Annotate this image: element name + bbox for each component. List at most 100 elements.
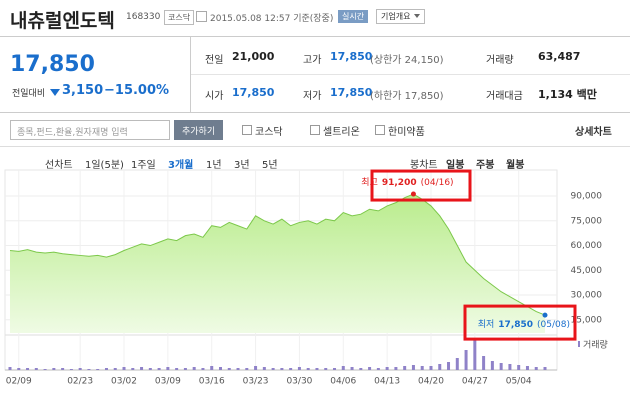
volume-bar bbox=[236, 368, 240, 370]
volume-bar bbox=[403, 366, 407, 370]
volume-bar bbox=[429, 366, 433, 370]
checkbox[interactable] bbox=[242, 125, 252, 135]
volume-bar bbox=[157, 368, 161, 370]
y-tick-label: 60,000 bbox=[571, 241, 603, 251]
period-tab[interactable]: 1일(5분) bbox=[85, 160, 124, 171]
volume-bar bbox=[385, 367, 389, 370]
x-tick-label: 04/06 bbox=[330, 377, 356, 387]
candle-tab[interactable]: 주봉 bbox=[476, 160, 495, 171]
period-tab[interactable]: 5년 bbox=[262, 160, 278, 171]
volume-bar bbox=[148, 368, 152, 370]
volume-bar bbox=[61, 368, 65, 370]
candle-tab[interactable]: 일봉 bbox=[446, 160, 465, 171]
down-arrow bbox=[50, 89, 60, 96]
summary-label: 거래대금 bbox=[486, 91, 523, 102]
period-tab[interactable]: 1년 bbox=[206, 160, 222, 171]
x-tick-label: 04/13 bbox=[374, 377, 400, 387]
x-tick-label: 02/09 bbox=[6, 377, 32, 387]
volume-bar bbox=[534, 367, 538, 370]
volume-bar bbox=[245, 368, 249, 370]
y-tick-label: 30,000 bbox=[571, 291, 603, 301]
volume-bar bbox=[464, 350, 468, 370]
highlight-box bbox=[370, 169, 472, 202]
volume-bar bbox=[359, 368, 363, 370]
realtime-badge[interactable]: 실시간 bbox=[338, 10, 369, 23]
datetime: 2015.05.08 12:57 기준(장중) bbox=[210, 14, 334, 24]
y-tick-label: 90,000 bbox=[571, 192, 603, 202]
summary-value: 17,850 bbox=[330, 50, 373, 63]
volume-bar bbox=[227, 368, 231, 370]
volume-bar bbox=[34, 368, 38, 370]
volume-bar bbox=[122, 367, 126, 370]
volume-bar bbox=[78, 368, 82, 370]
add-button[interactable]: 추가하기 bbox=[174, 120, 224, 140]
summary-label: 시가 bbox=[205, 91, 224, 102]
volume-bar bbox=[43, 369, 47, 370]
volume-bar bbox=[499, 363, 503, 370]
x-tick-label: 03/23 bbox=[243, 377, 269, 387]
checkbox[interactable] bbox=[310, 125, 320, 135]
summary-value: 1,134 백만 bbox=[538, 88, 597, 101]
x-tick-label: 03/02 bbox=[111, 377, 137, 387]
calendar-icon bbox=[196, 11, 207, 22]
summary-label: 고가 bbox=[303, 55, 322, 66]
x-tick-label: 04/20 bbox=[418, 377, 444, 387]
summary-extra: (상한가 24,150) bbox=[370, 55, 444, 66]
checkbox[interactable] bbox=[375, 125, 385, 135]
max-value: 91,200 bbox=[382, 178, 417, 188]
volume-bar bbox=[166, 367, 170, 370]
max-label: 최고 bbox=[361, 177, 378, 188]
max-date: (04/16) bbox=[421, 178, 454, 188]
volume-bar bbox=[341, 366, 345, 370]
candle-tab[interactable]: 월봉 bbox=[506, 160, 525, 171]
divider bbox=[190, 36, 191, 112]
volume-bar bbox=[192, 367, 196, 370]
volume-bar bbox=[113, 368, 117, 370]
current-price: 17,850 bbox=[10, 52, 95, 77]
max-marker bbox=[410, 191, 416, 197]
divider bbox=[191, 74, 630, 75]
volume-bar bbox=[482, 356, 486, 370]
company-info-button[interactable]: 기업개요 bbox=[376, 9, 426, 24]
compare-label: 셀트리온 bbox=[323, 127, 360, 138]
dropdown-arrow bbox=[414, 14, 420, 18]
volume-bar bbox=[297, 367, 301, 370]
compare-label: 한미약품 bbox=[388, 127, 425, 138]
volume-bar bbox=[306, 368, 310, 370]
divider bbox=[0, 36, 630, 37]
search-input[interactable]: 종목,펀드,환율,원자재명 입력 bbox=[10, 120, 170, 140]
candle-chart-tab[interactable]: 봉차트 bbox=[410, 160, 438, 171]
volume-bar bbox=[420, 366, 424, 370]
volume-bar bbox=[17, 368, 21, 370]
x-tick-label: 03/09 bbox=[155, 377, 181, 387]
volume-bar bbox=[376, 368, 380, 370]
stock-name: 내츄럴엔도텍 bbox=[10, 10, 115, 32]
y-tick-label: 15,000 bbox=[571, 315, 603, 325]
volume-bar bbox=[517, 365, 521, 370]
volume-bar bbox=[96, 369, 100, 370]
x-tick-label: 05/04 bbox=[506, 377, 532, 387]
x-tick-label: 04/27 bbox=[462, 377, 488, 387]
volume-bar bbox=[104, 368, 108, 370]
volume-bar bbox=[455, 358, 459, 370]
divider bbox=[0, 146, 630, 147]
volume-bar bbox=[218, 367, 222, 370]
volume-bar bbox=[69, 369, 73, 370]
min-marker bbox=[542, 312, 548, 318]
divider bbox=[0, 112, 630, 113]
period-tab[interactable]: 3년 bbox=[234, 160, 250, 171]
change-percent: −15.00% bbox=[104, 83, 170, 98]
summary-label: 저가 bbox=[303, 91, 322, 102]
price-line bbox=[9, 193, 546, 316]
detail-chart-link[interactable]: 상세차트 bbox=[575, 127, 612, 138]
volume-bar bbox=[543, 367, 547, 370]
line-chart-tab[interactable]: 선차트 bbox=[45, 160, 73, 171]
volume-bar bbox=[140, 367, 144, 370]
volume-legend: 거래량 bbox=[583, 339, 608, 351]
period-tab[interactable]: 3개월 bbox=[168, 160, 194, 171]
period-tab[interactable]: 1주일 bbox=[131, 160, 156, 171]
change-label: 전일대비 bbox=[12, 89, 46, 99]
volume-bar bbox=[508, 364, 512, 370]
